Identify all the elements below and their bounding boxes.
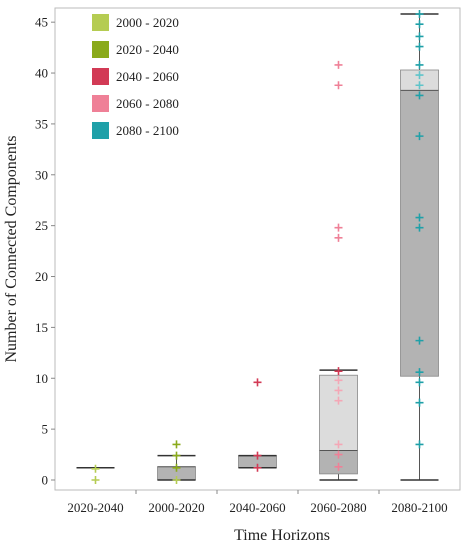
data-point-marker bbox=[415, 91, 424, 100]
legend-swatch bbox=[92, 95, 109, 112]
y-tick-label: 10 bbox=[35, 371, 48, 386]
data-point-marker bbox=[415, 60, 424, 69]
legend-item: 2000 - 2020 bbox=[92, 14, 179, 31]
data-point-marker bbox=[172, 476, 181, 484]
data-point-marker bbox=[91, 464, 100, 473]
x-axis-label: Time Horizons bbox=[234, 527, 330, 544]
data-point-marker bbox=[253, 378, 262, 387]
data-point-marker bbox=[415, 213, 424, 222]
data-point-marker bbox=[334, 462, 343, 471]
data-point-marker bbox=[334, 233, 343, 242]
legend-label: 2040 - 2060 bbox=[116, 69, 179, 84]
data-point-marker bbox=[415, 398, 424, 407]
data-point-marker bbox=[91, 476, 100, 484]
legend-label: 2000 - 2020 bbox=[116, 15, 179, 30]
y-axis: 0 5 10 15 20 25 30 35 40 45 bbox=[35, 15, 55, 488]
y-tick-label: 45 bbox=[35, 15, 48, 30]
y-tick-label: 20 bbox=[35, 269, 48, 284]
legend-swatch bbox=[92, 68, 109, 85]
data-point-marker bbox=[172, 440, 181, 449]
data-points bbox=[91, 10, 424, 484]
data-point-marker bbox=[415, 368, 424, 377]
data-point-marker bbox=[172, 451, 181, 460]
data-point-marker bbox=[334, 386, 343, 395]
legend-item: 2060 - 2080 bbox=[92, 95, 179, 112]
plot-frame bbox=[54, 7, 461, 491]
data-point-marker bbox=[415, 42, 424, 51]
legend: 2000 - 2020 2020 - 2040 2040 - 2060 2060 - … bbox=[92, 14, 179, 139]
data-point-marker bbox=[415, 32, 424, 41]
y-tick-label: 15 bbox=[35, 320, 48, 335]
data-point-marker bbox=[334, 376, 343, 385]
y-tick-label: 30 bbox=[35, 167, 48, 182]
data-point-marker bbox=[415, 336, 424, 345]
data-point-marker bbox=[253, 463, 262, 472]
data-point-marker bbox=[415, 20, 424, 29]
x-tick-label: 2060-2080 bbox=[310, 500, 366, 515]
y-tick-label: 0 bbox=[42, 473, 49, 488]
data-point-marker bbox=[334, 396, 343, 405]
legend-item: 2040 - 2060 bbox=[92, 68, 179, 85]
legend-swatch bbox=[92, 14, 109, 31]
legend-item: 2020 - 2040 bbox=[92, 41, 179, 58]
data-point-marker bbox=[334, 223, 343, 232]
legend-label: 2060 - 2080 bbox=[116, 96, 179, 111]
box-outline bbox=[319, 374, 358, 475]
legend-swatch bbox=[92, 41, 109, 58]
legend-label: 2020 - 2040 bbox=[116, 42, 179, 57]
box-lower bbox=[157, 466, 196, 480]
x-tick-label: 2080-2100 bbox=[391, 500, 447, 515]
x-tick-label: 2000-2020 bbox=[148, 500, 204, 515]
box-outline bbox=[400, 69, 439, 377]
data-point-marker bbox=[334, 367, 343, 376]
x-axis: 2020-2040 2000-2020 2040-2060 2060-2080 2080… bbox=[67, 490, 448, 515]
box-lower bbox=[238, 455, 277, 468]
data-point-marker bbox=[253, 451, 262, 460]
legend-label: 2080 - 2100 bbox=[116, 123, 179, 138]
data-point-marker bbox=[415, 440, 424, 449]
legend-item: 2080 - 2100 bbox=[92, 122, 179, 139]
box-upper bbox=[400, 69, 439, 91]
x-tick-label: 2040-2060 bbox=[229, 500, 285, 515]
y-tick-label: 5 bbox=[42, 422, 49, 437]
data-point-marker bbox=[415, 10, 424, 19]
data-point-marker bbox=[334, 60, 343, 69]
data-point-marker bbox=[415, 71, 424, 80]
data-point-marker bbox=[415, 132, 424, 141]
y-tick-label: 25 bbox=[35, 218, 48, 233]
legend-swatch bbox=[92, 122, 109, 139]
y-axis-label: Number of Connected Components bbox=[3, 135, 20, 362]
data-point-marker bbox=[334, 450, 343, 459]
x-tick-label: 2020-2040 bbox=[67, 500, 123, 515]
data-point-marker bbox=[334, 81, 343, 90]
data-point-marker bbox=[415, 81, 424, 90]
plot-area bbox=[54, 7, 461, 491]
data-point-marker bbox=[415, 223, 424, 232]
box-lower bbox=[319, 450, 358, 474]
data-point-marker bbox=[415, 378, 424, 387]
data-point-marker bbox=[334, 440, 343, 449]
y-tick-label: 40 bbox=[35, 66, 48, 81]
data-point-marker bbox=[172, 463, 181, 472]
y-tick-label: 35 bbox=[35, 116, 48, 131]
